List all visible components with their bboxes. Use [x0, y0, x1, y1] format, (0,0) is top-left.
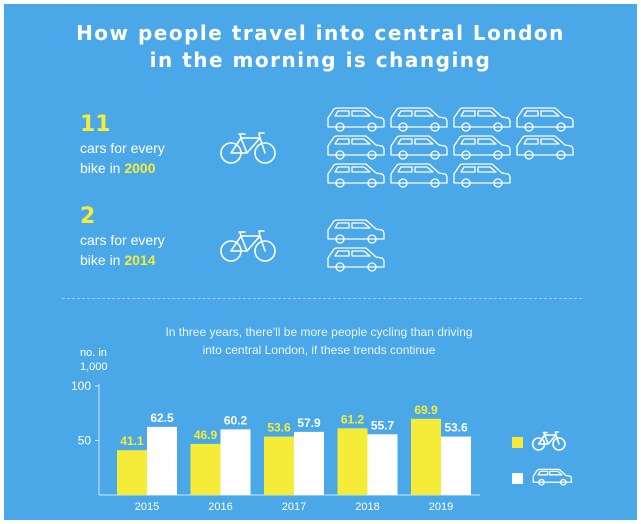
data-label: 53.6 — [444, 421, 468, 435]
stat-2000-number: 11 — [80, 112, 111, 137]
y-axis-label: no. in 1,000 — [80, 347, 108, 373]
legend-car-icon — [532, 468, 573, 486]
stat-2000-line-2: bike in 2000 — [80, 158, 165, 178]
stat-2014-line-1: cars for every — [80, 232, 165, 248]
car-icon — [390, 163, 448, 188]
stat-2000-prefix: bike in — [80, 160, 125, 176]
bicycle-icon — [220, 230, 276, 262]
x-tick-label: 2016 — [208, 501, 232, 513]
bar-bicycle-2016 — [190, 443, 221, 495]
infographic-panel: How people travel into central London in… — [4, 4, 637, 520]
y-tick-label: 50 — [78, 434, 92, 448]
title-line-2: in the morning is changing — [149, 48, 492, 72]
bar-car-2015 — [147, 426, 177, 495]
dashed-divider — [62, 298, 582, 299]
subtitle-line-1: In three years, there'll be more people … — [165, 325, 473, 339]
data-label: 55.7 — [371, 418, 395, 432]
car-icon — [516, 135, 574, 160]
car-icon — [390, 107, 448, 132]
chart-subtitle: In three years, there'll be more people … — [124, 323, 514, 359]
bar-bicycle-2017 — [264, 436, 294, 495]
data-label: 57.9 — [297, 416, 321, 430]
bar-car-2016 — [220, 429, 251, 495]
car-grid-2014 — [322, 216, 592, 276]
x-tick-label: 2019 — [429, 501, 453, 513]
legend-swatch — [512, 437, 523, 448]
x-tick-label: 2017 — [282, 501, 306, 513]
bar-car-2017 — [294, 431, 324, 495]
data-label: 61.2 — [341, 412, 365, 426]
stat-2000-text: cars for every bike in 2000 — [80, 138, 165, 178]
bicycle-icon — [220, 132, 276, 164]
data-label: 60.2 — [224, 413, 248, 427]
stat-2000-year: 2000 — [124, 160, 156, 176]
car-icon — [516, 107, 574, 132]
subtitle-line-2: into central London, if these trends con… — [202, 343, 436, 357]
stat-2000-line-1: cars for every — [80, 140, 165, 156]
data-label: 41.1 — [120, 434, 144, 448]
bar-car-2019 — [441, 436, 471, 495]
car-icon — [453, 135, 511, 160]
car-icon — [390, 135, 448, 160]
title-line-1: How people travel into central London — [76, 21, 565, 45]
car-grid-2000 — [322, 104, 592, 194]
car-icon — [453, 163, 511, 188]
stat-2014-number: 2 — [80, 204, 96, 229]
bar-chart: no. in 1,000 50 100 41.1 62.5 2015 46.9 60.2 2016… — [71, 347, 573, 513]
data-label: 53.6 — [267, 421, 291, 435]
data-label: 62.5 — [150, 411, 174, 425]
stat-2014-text: cars for every bike in 2014 — [80, 230, 165, 270]
car-icon — [327, 219, 385, 244]
car-icon — [327, 107, 385, 132]
stat-2014-line-2: bike in 2014 — [80, 250, 165, 270]
x-tick-label: 2015 — [135, 501, 159, 513]
y-tick-label: 100 — [71, 379, 91, 393]
x-tick-label: 2018 — [355, 501, 379, 513]
data-label: 46.9 — [194, 428, 218, 442]
data-label: 69.9 — [414, 403, 438, 417]
infographic-title: How people travel into central London in… — [4, 20, 637, 74]
bar-bicycle-2015 — [117, 450, 147, 495]
car-icon — [327, 247, 385, 272]
bar-bicycle-2019 — [411, 418, 441, 495]
bar-car-2018 — [367, 434, 398, 495]
legend-bicycle-icon — [531, 431, 566, 451]
car-icon — [453, 107, 511, 132]
bar-bicycle-2018 — [337, 428, 368, 495]
legend-swatch — [512, 473, 523, 484]
stat-2014-prefix: bike in — [80, 252, 125, 268]
stat-2014-year: 2014 — [124, 252, 156, 268]
car-icon — [327, 135, 385, 160]
car-icon — [327, 163, 385, 188]
